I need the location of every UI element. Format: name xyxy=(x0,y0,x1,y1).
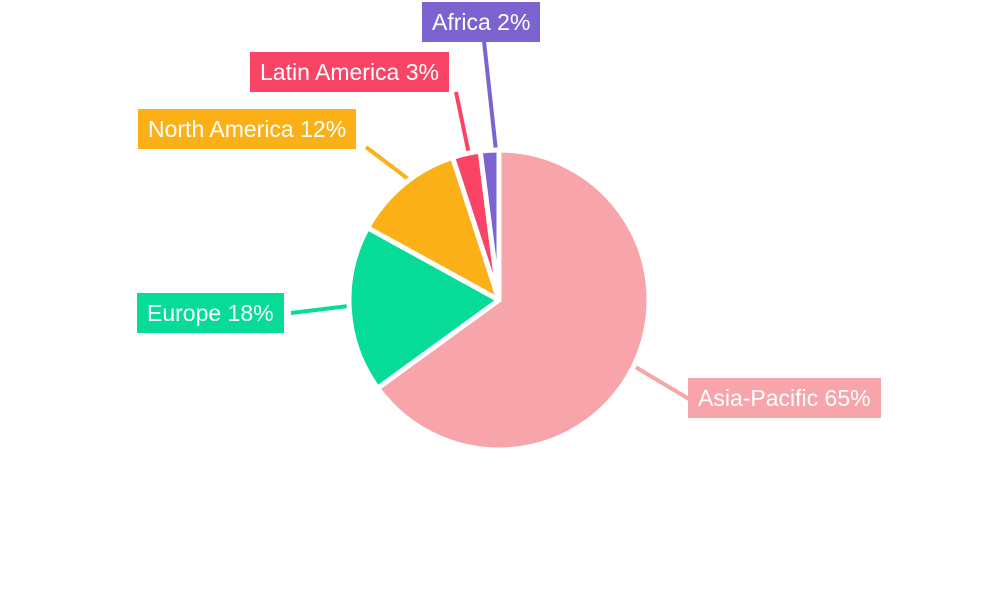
pie-slice-africa xyxy=(477,147,502,303)
pie-slice-asia-pacific xyxy=(375,147,652,453)
callout-label-north-america: North America 12% xyxy=(138,109,357,149)
pie-slice-europe xyxy=(346,225,502,391)
callout-label-latin-america: Latin America 3% xyxy=(250,52,449,92)
leader-line-europe xyxy=(290,303,358,315)
callout-label-europe: Europe 18% xyxy=(137,293,284,333)
pie-slice-north-america xyxy=(365,154,502,303)
callout-label-africa: Africa 2% xyxy=(422,2,541,42)
leader-line-africa xyxy=(482,40,499,161)
callout-label-asia-pacific: Asia-Pacific 65% xyxy=(688,378,881,418)
